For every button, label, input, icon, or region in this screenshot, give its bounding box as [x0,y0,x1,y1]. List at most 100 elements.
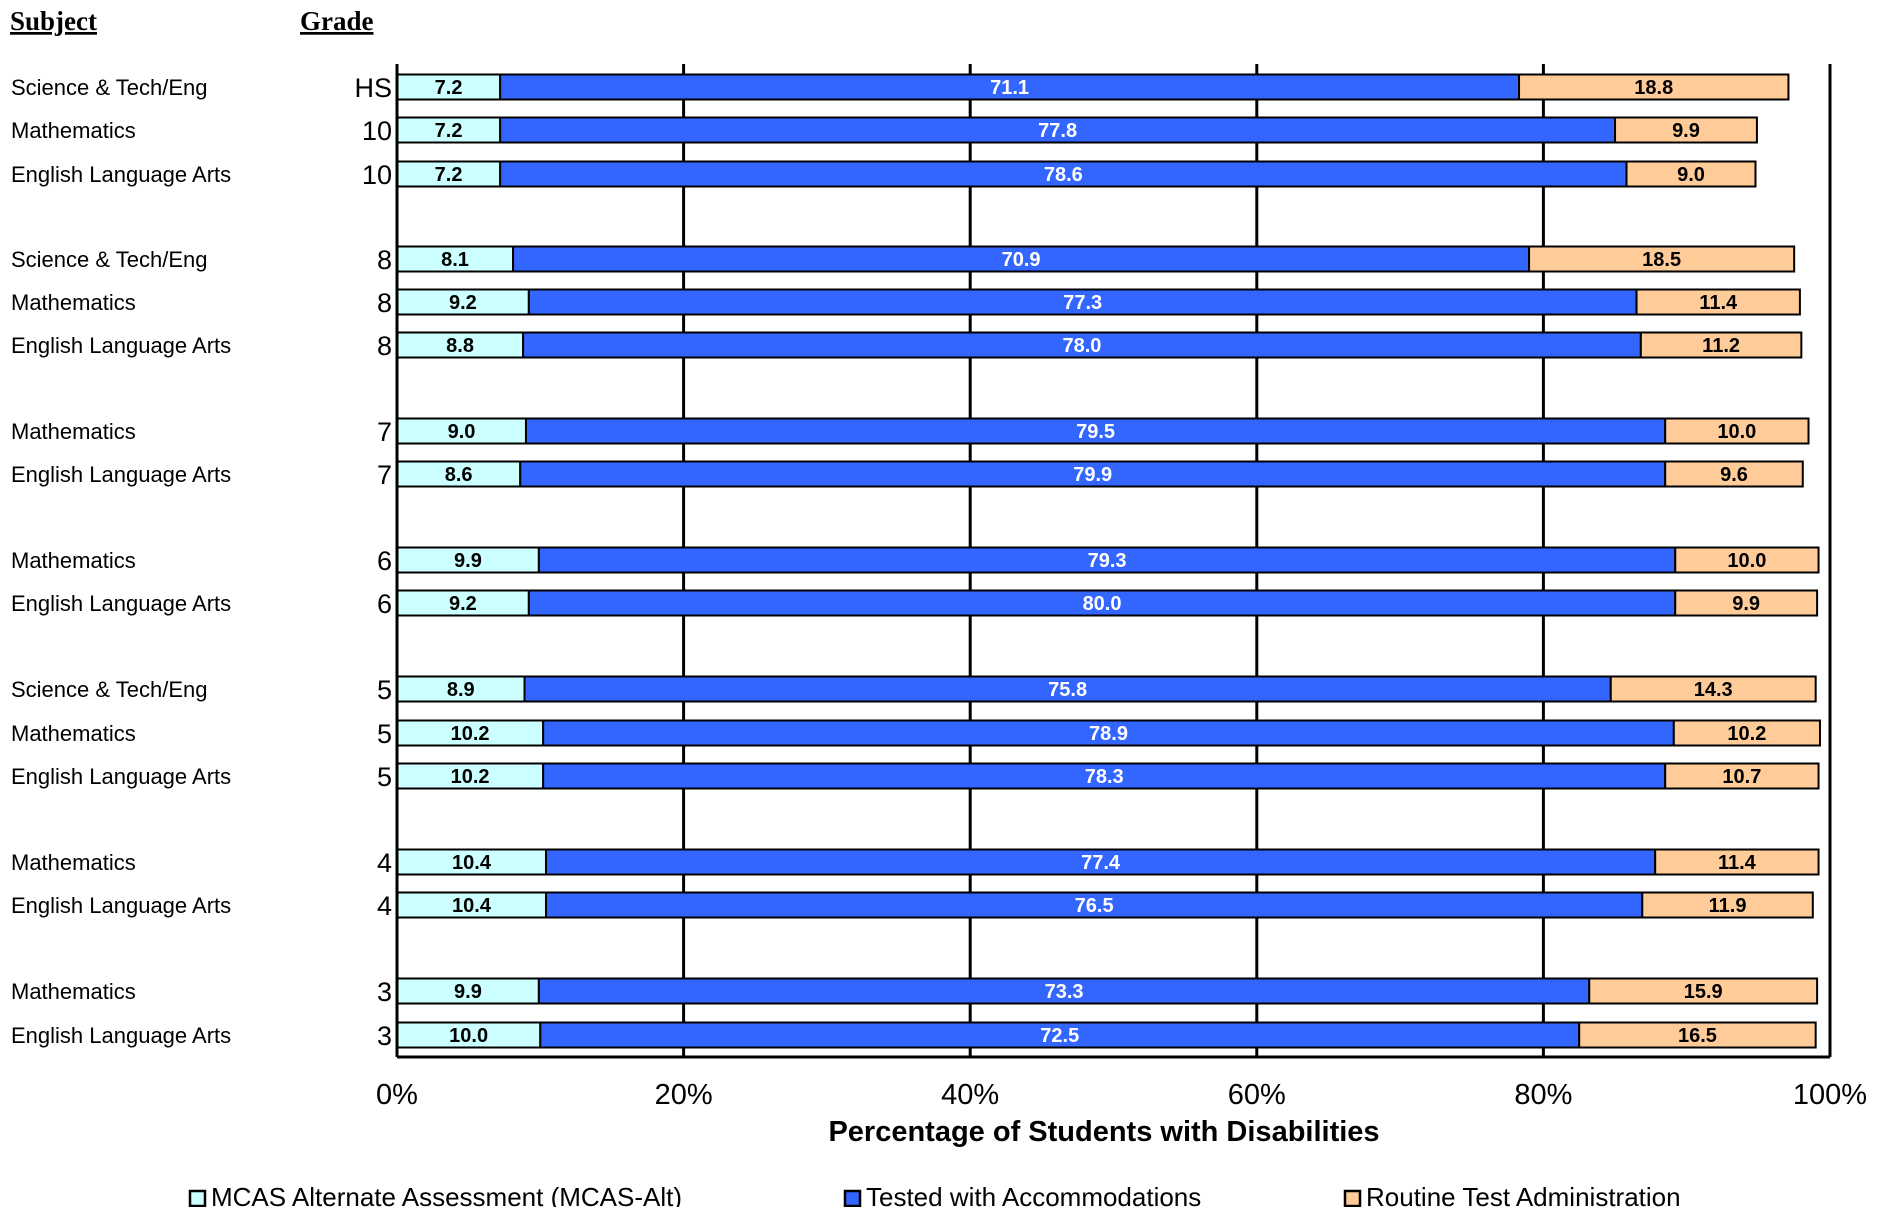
bar-value-label: 9.0 [448,421,476,443]
bar-value-label: 10.2 [451,766,490,788]
bar-value-label: 72.5 [1040,1025,1079,1047]
bar-value-label: 79.3 [1088,550,1127,572]
bar-value-label: 9.0 [1677,164,1705,186]
subject-label: Mathematics [11,850,136,875]
bar-value-label: 8.6 [445,464,473,486]
bar-value-label: 9.9 [454,550,482,572]
bar-segment [542,762,1667,790]
legend-swatch [188,1189,207,1207]
bar-segment [545,848,1657,876]
bar-value-label: 18.5 [1642,249,1681,271]
grade-label: 3 [377,977,392,1007]
grade-label: 8 [377,245,392,275]
subject-label: English Language Arts [11,1023,231,1048]
bars: 7.2 71.1 18.8 7.2 77.8 9.9 7.2 78.6 9.0 8.1 70.9 18… [396,73,1821,1049]
bar-segment [542,719,1675,747]
grade-label: 10 [362,116,392,146]
subject-label: Mathematics [11,419,136,444]
bar-value-label: 10.2 [451,723,490,745]
bar-segment [1578,1021,1817,1049]
bar-value-label: 75.8 [1048,679,1087,701]
x-tick-label: 100% [1793,1079,1867,1111]
bar-segment [1614,116,1758,144]
bar-value-label: 8.9 [447,679,475,701]
bar-value-label: 9.9 [1732,593,1760,615]
bar-segment [1664,762,1820,790]
bar-value-label: 10.2 [1727,723,1766,745]
subject-label: English Language Arts [11,162,231,187]
bar-segment [1664,417,1810,445]
subject-label: English Language Arts [11,893,231,918]
legend-entry: Routine Test Administration [1366,1182,1681,1207]
bar-value-label: 79.9 [1073,464,1112,486]
bar-segment [1639,331,1803,359]
row-labels: Science & Tech/Eng HS Mathematics 10 English… [11,73,392,1051]
bar-segment [396,417,527,445]
bar-segment [545,891,1644,919]
bar-value-label: 78.9 [1089,723,1128,745]
subject-label: English Language Arts [11,333,231,358]
subject-label: English Language Arts [11,764,231,789]
bar-segment [519,460,1667,488]
bar-segment [1674,589,1819,617]
grade-header: Grade [300,6,374,36]
bar-segment [523,675,1612,703]
bar-segment [396,589,530,617]
bar-value-label: 9.9 [1672,120,1700,142]
bar-value-label: 78.0 [1063,335,1102,357]
grade-label: 8 [377,331,392,361]
bar-value-label: 77.8 [1038,120,1077,142]
x-tick-label: 0% [376,1079,418,1111]
bar-value-label: 10.0 [1727,550,1766,572]
bar-value-label: 9.2 [449,292,477,314]
bar-value-label: 11.4 [1718,852,1757,874]
bar-value-label: 79.5 [1076,421,1115,443]
grade-label: 4 [377,891,392,921]
grade-label: 5 [377,675,392,705]
legend: MCAS Alternate Assessment (MCAS-Alt) Test… [188,1182,1681,1207]
bar-value-label: 76.5 [1075,895,1114,917]
bar-segment [1518,73,1790,101]
bar-segment [1588,977,1819,1005]
bar-value-label: 16.5 [1678,1025,1717,1047]
bar-value-label: 8.1 [441,249,469,271]
grade-label: 7 [377,460,392,490]
x-tick-label: 40% [941,1079,999,1111]
bar-segment [1672,719,1821,747]
bar-segment [1528,245,1796,273]
bar-value-label: 78.6 [1044,164,1083,186]
grade-label: 5 [377,762,392,792]
bar-value-label: 8.8 [446,335,474,357]
subject-label: Mathematics [11,979,136,1004]
bar-segment [537,977,1591,1005]
legend-swatch [1343,1189,1362,1207]
legend-entry: MCAS Alternate Assessment (MCAS-Alt) [211,1182,682,1207]
grade-label: 7 [377,417,392,447]
grade-label: 3 [377,1021,392,1051]
bar-segment [396,160,502,188]
bar-value-label: 18.8 [1634,77,1673,99]
subject-header: Subject [10,6,97,36]
bar-value-label: 73.3 [1045,981,1084,1003]
legend-entry: Tested with Accommodations [866,1182,1201,1207]
bar-value-label: 80.0 [1083,593,1122,615]
bar-value-label: 70.9 [1002,249,1041,271]
grade-label: 4 [377,848,392,878]
bar-value-label: 10.4 [452,895,492,917]
bar-value-label: 7.2 [435,77,463,99]
grade-label: 6 [377,589,392,619]
bar-value-label: 9.2 [449,593,477,615]
x-axis-label: Percentage of Students with Disabilities [828,1116,1379,1148]
bar-segment [512,245,1531,273]
bar-value-label: 10.0 [1717,421,1756,443]
x-tick-label: 20% [655,1079,713,1111]
subject-label: English Language Arts [11,591,231,616]
x-tick-label: 60% [1228,1079,1286,1111]
bar-value-label: 11.4 [1699,292,1738,314]
x-tick-label: 80% [1514,1079,1572,1111]
subject-label: Science & Tech/Eng [11,247,208,272]
bar-value-label: 77.4 [1081,852,1121,874]
grade-label: HS [354,73,392,103]
bar-value-label: 10.4 [452,852,492,874]
